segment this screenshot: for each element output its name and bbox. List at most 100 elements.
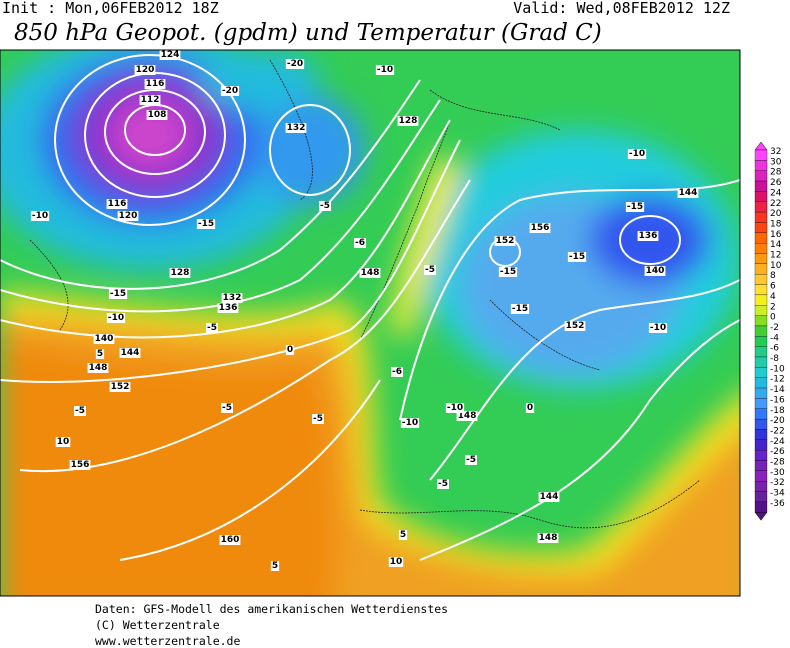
contour-label-bg — [456, 411, 478, 421]
contour-label-bg — [359, 268, 381, 278]
contour-label-bg — [217, 303, 239, 313]
contour-label: -5 — [75, 406, 85, 416]
contour-label: -10 — [629, 149, 645, 159]
colorbar-swatch — [754, 294, 768, 306]
contour-label: -5 — [438, 479, 448, 489]
colorbar-label: -6 — [770, 344, 779, 354]
colorbar-swatch — [754, 501, 768, 513]
contour-label: -6 — [355, 238, 365, 248]
contour-label-bg — [424, 265, 436, 275]
contour-label-bg — [525, 403, 535, 413]
colorbar-swatch — [754, 242, 768, 254]
colorbar-label: -8 — [770, 354, 779, 364]
contour-label-bg — [319, 201, 331, 211]
contour-label-bg — [55, 437, 71, 447]
colorbar-swatch — [754, 201, 768, 213]
contour-label-bg — [221, 403, 233, 413]
contour-label: -10 — [32, 211, 48, 221]
contour-label: 152 — [566, 321, 585, 331]
contour-label: 120 — [136, 65, 155, 75]
contour-label-bg — [529, 223, 551, 233]
colorbar-swatch — [754, 408, 768, 420]
contour-label: 148 — [458, 411, 477, 421]
contour-label: 10 — [57, 437, 70, 447]
contour-label: 108 — [148, 110, 167, 120]
colorbar-swatch — [754, 211, 768, 223]
colorbar-label: -2 — [770, 323, 779, 333]
contour-label-bg — [108, 289, 128, 299]
contour-label: -5 — [222, 403, 232, 413]
colorbar-label: 26 — [770, 178, 782, 188]
contour-label-bg — [69, 460, 91, 470]
colorbar-label: -24 — [770, 437, 785, 447]
colorbar-label: -28 — [770, 458, 785, 468]
colorbar-label: -16 — [770, 395, 785, 405]
isohypses — [0, 54, 740, 561]
contour-label-bg — [106, 199, 128, 209]
colorbar-label: -4 — [770, 333, 779, 343]
contour-label-bg — [220, 86, 240, 96]
colorbar-label: 6 — [770, 282, 776, 292]
contour-label-bg — [206, 323, 218, 333]
contour-label: -10 — [650, 323, 666, 333]
colorbar-swatch — [754, 222, 768, 233]
contour-label: -15 — [110, 289, 126, 299]
colorbar-swatch — [754, 325, 768, 337]
colorbar-swatch — [754, 470, 768, 482]
contour-label: 132 — [287, 123, 306, 133]
contour-label-bg — [510, 304, 530, 314]
contour-label-bg — [312, 414, 324, 424]
contour-label-bg — [567, 252, 587, 262]
contour-label-bg — [388, 557, 404, 567]
contour-label: -15 — [500, 267, 516, 277]
contour-label: 144 — [679, 188, 698, 198]
contour-label-bg — [564, 321, 586, 331]
colorbar-swatch — [754, 418, 768, 430]
colorbar-swatch — [754, 460, 768, 472]
contour-label-bg — [637, 231, 659, 241]
colorbar-swatch — [754, 253, 768, 265]
colorbar-label: 16 — [770, 230, 782, 240]
contour-label: -5 — [425, 265, 435, 275]
colorbar-cap — [754, 512, 768, 521]
contour-label: -5 — [320, 201, 330, 211]
colorbar-label: -32 — [770, 478, 785, 488]
colorbar-swatch — [754, 449, 768, 461]
colorbar-label: -12 — [770, 375, 785, 385]
contour-label-bg — [285, 345, 295, 355]
colorbar-label: 0 — [770, 313, 776, 323]
contour-label-bg — [270, 561, 280, 571]
contour-label: 148 — [361, 268, 380, 278]
colorbar-label: 20 — [770, 209, 782, 219]
contour-label-bg — [119, 348, 141, 358]
colorbar-swatch — [754, 491, 768, 503]
contour-label: 128 — [399, 116, 418, 126]
colorbar: 32302826242220181614121086420-2-4-6-8-10… — [754, 141, 785, 521]
contour-label-bg — [87, 363, 109, 373]
contour-label-bg — [117, 211, 139, 221]
contour-label: -10 — [377, 65, 393, 75]
contour-label-bg — [375, 65, 395, 75]
contour-label-bg — [494, 236, 516, 246]
contour-label: -5 — [466, 455, 476, 465]
contour-label: -15 — [198, 219, 214, 229]
colorbar-label: 24 — [770, 188, 782, 198]
contour-label-bg — [397, 116, 419, 126]
contour-label: -10 — [402, 418, 418, 428]
contour-label-bg — [537, 533, 559, 543]
colorbar-label: -18 — [770, 406, 785, 416]
contour-label: -10 — [447, 403, 463, 413]
contour-label-bg — [109, 382, 131, 392]
contour-label: -20 — [287, 59, 303, 69]
colorbar-label: 2 — [770, 302, 776, 312]
colorbar-swatch — [754, 274, 768, 285]
colorbar-swatch — [754, 387, 768, 399]
contour-label: 136 — [219, 303, 238, 313]
colorbar-label: 30 — [770, 157, 782, 167]
map-title: 850 hPa Geopot. (gpdm) und Temperatur (G… — [14, 20, 602, 46]
contour-label: 136 — [639, 231, 658, 241]
contour-label: 148 — [89, 363, 108, 373]
colorbar-swatch — [754, 356, 768, 368]
colorbar-label: -36 — [770, 499, 785, 509]
